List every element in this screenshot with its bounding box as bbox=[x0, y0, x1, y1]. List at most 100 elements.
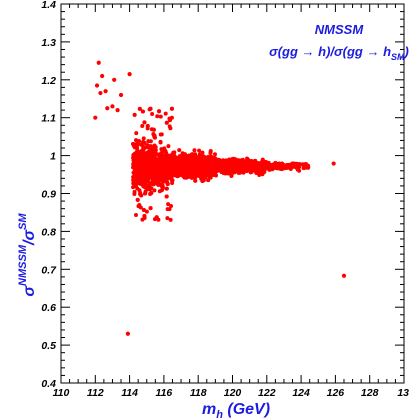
data-point bbox=[169, 203, 174, 208]
data-point bbox=[140, 148, 145, 153]
data-point bbox=[163, 111, 168, 116]
data-point bbox=[152, 157, 157, 162]
data-point bbox=[166, 202, 171, 207]
y-axis-label-sigma1: σ bbox=[21, 285, 38, 297]
x-tick-label-edge: 13 bbox=[397, 387, 409, 399]
data-point bbox=[110, 104, 115, 109]
data-point bbox=[196, 160, 201, 165]
data-point bbox=[139, 173, 144, 178]
data-point bbox=[157, 189, 162, 194]
data-point bbox=[150, 111, 155, 116]
data-point bbox=[198, 165, 203, 170]
data-point bbox=[115, 108, 120, 113]
data-point bbox=[132, 151, 137, 156]
data-point bbox=[222, 163, 227, 168]
data-point bbox=[246, 165, 251, 170]
data-point bbox=[142, 120, 147, 125]
data-point bbox=[156, 181, 161, 186]
y-tick-label: 0.9 bbox=[41, 189, 56, 201]
data-point bbox=[146, 139, 151, 144]
data-point bbox=[202, 170, 207, 175]
data-point bbox=[143, 159, 148, 164]
data-point bbox=[185, 156, 190, 161]
x-tick-label: 120 bbox=[224, 387, 242, 399]
data-point bbox=[148, 192, 153, 197]
data-point bbox=[155, 114, 160, 119]
x-tick-label: 124 bbox=[292, 387, 310, 399]
data-point bbox=[148, 206, 153, 211]
data-point bbox=[159, 132, 164, 137]
x-tick-label: 126 bbox=[327, 387, 345, 399]
data-point bbox=[177, 148, 182, 153]
data-point bbox=[260, 162, 265, 167]
data-point bbox=[153, 148, 158, 153]
data-point bbox=[133, 212, 138, 217]
data-point bbox=[159, 147, 164, 152]
data-point bbox=[147, 187, 152, 192]
data-point bbox=[105, 106, 110, 111]
data-point bbox=[131, 178, 136, 183]
data-point bbox=[188, 168, 193, 173]
data-point bbox=[143, 191, 148, 196]
data-point bbox=[100, 73, 105, 79]
data-point bbox=[140, 109, 145, 114]
x-tick-label: 128 bbox=[361, 387, 379, 399]
data-point bbox=[163, 154, 168, 159]
data-point bbox=[143, 172, 148, 177]
data-point bbox=[157, 157, 162, 162]
data-point bbox=[140, 169, 145, 174]
data-point bbox=[241, 162, 246, 167]
data-point bbox=[159, 182, 164, 187]
tick-labels: 110 112 114 116 118 120 122 124 126 128 13 0.4 0.5 0.… bbox=[41, 0, 409, 399]
data-point bbox=[153, 179, 158, 184]
data-point bbox=[193, 178, 198, 183]
data-point bbox=[341, 273, 347, 278]
y-tick-label: 1.1 bbox=[41, 113, 56, 125]
data-point bbox=[173, 173, 178, 178]
data-point bbox=[241, 170, 246, 175]
data-point bbox=[146, 154, 151, 159]
data-point bbox=[148, 145, 153, 150]
data-point bbox=[161, 162, 166, 167]
data-point bbox=[191, 170, 196, 175]
data-point bbox=[264, 160, 269, 165]
data-point bbox=[166, 144, 171, 149]
data-point bbox=[151, 127, 156, 132]
y-tick-label: 1.2 bbox=[41, 75, 56, 87]
data-point bbox=[331, 161, 336, 166]
data-point bbox=[285, 163, 290, 168]
y-tick-label: 1 bbox=[50, 151, 56, 163]
data-point bbox=[152, 134, 157, 139]
data-point bbox=[234, 160, 239, 165]
data-point bbox=[160, 186, 165, 191]
data-point bbox=[201, 156, 206, 161]
data-point bbox=[153, 166, 158, 171]
data-point bbox=[230, 166, 235, 171]
data-point bbox=[208, 150, 213, 155]
x-axis-label-main: m bbox=[202, 401, 216, 418]
data-point bbox=[147, 159, 152, 164]
data-point bbox=[170, 178, 175, 183]
data-point bbox=[144, 209, 149, 214]
x-tick-label: 116 bbox=[156, 387, 173, 399]
data-point bbox=[184, 170, 189, 175]
data-point bbox=[154, 170, 159, 175]
data-point bbox=[215, 168, 220, 173]
data-point bbox=[165, 162, 170, 167]
data-point bbox=[262, 166, 267, 171]
data-point bbox=[132, 112, 137, 117]
data-point bbox=[295, 167, 300, 172]
data-point bbox=[155, 161, 160, 166]
data-point bbox=[197, 148, 202, 153]
data-point bbox=[134, 145, 139, 150]
data-point bbox=[208, 158, 213, 163]
y-axis-label: σNMSSM/σSM bbox=[17, 213, 38, 297]
y-tick-label: 0.7 bbox=[41, 264, 57, 276]
data-point bbox=[219, 163, 224, 168]
x-axis-label: mh (GeV) bbox=[202, 401, 270, 420]
y-tick-label: 0.5 bbox=[41, 340, 56, 352]
annotation-process-sub: SM bbox=[391, 52, 405, 62]
data-point bbox=[230, 157, 235, 162]
data-point bbox=[165, 216, 170, 221]
data-point bbox=[167, 175, 172, 180]
